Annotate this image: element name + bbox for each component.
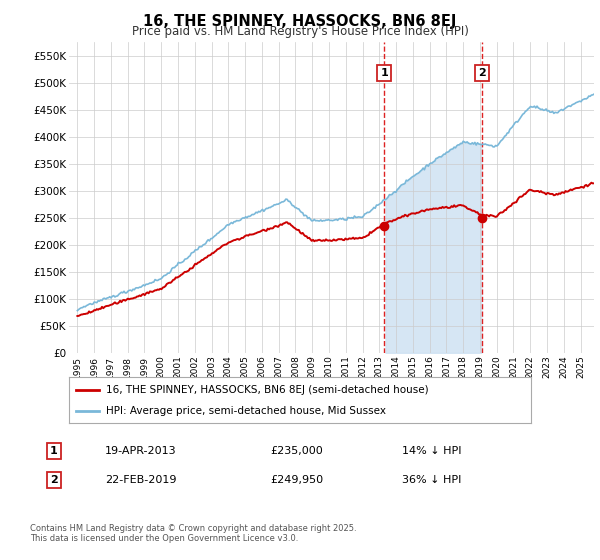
Text: £235,000: £235,000 <box>270 446 323 456</box>
Text: 36% ↓ HPI: 36% ↓ HPI <box>402 475 461 485</box>
Text: 19-APR-2013: 19-APR-2013 <box>105 446 176 456</box>
Text: 2: 2 <box>50 475 58 485</box>
Text: Price paid vs. HM Land Registry's House Price Index (HPI): Price paid vs. HM Land Registry's House … <box>131 25 469 38</box>
Text: 1: 1 <box>380 68 388 78</box>
Text: 2: 2 <box>479 68 487 78</box>
Text: £249,950: £249,950 <box>270 475 323 485</box>
Text: HPI: Average price, semi-detached house, Mid Sussex: HPI: Average price, semi-detached house,… <box>106 407 386 416</box>
Text: 22-FEB-2019: 22-FEB-2019 <box>105 475 176 485</box>
Text: 1: 1 <box>50 446 58 456</box>
Text: 14% ↓ HPI: 14% ↓ HPI <box>402 446 461 456</box>
Text: Contains HM Land Registry data © Crown copyright and database right 2025.
This d: Contains HM Land Registry data © Crown c… <box>30 524 356 543</box>
Text: 16, THE SPINNEY, HASSOCKS, BN6 8EJ: 16, THE SPINNEY, HASSOCKS, BN6 8EJ <box>143 14 457 29</box>
Text: 16, THE SPINNEY, HASSOCKS, BN6 8EJ (semi-detached house): 16, THE SPINNEY, HASSOCKS, BN6 8EJ (semi… <box>106 385 428 395</box>
